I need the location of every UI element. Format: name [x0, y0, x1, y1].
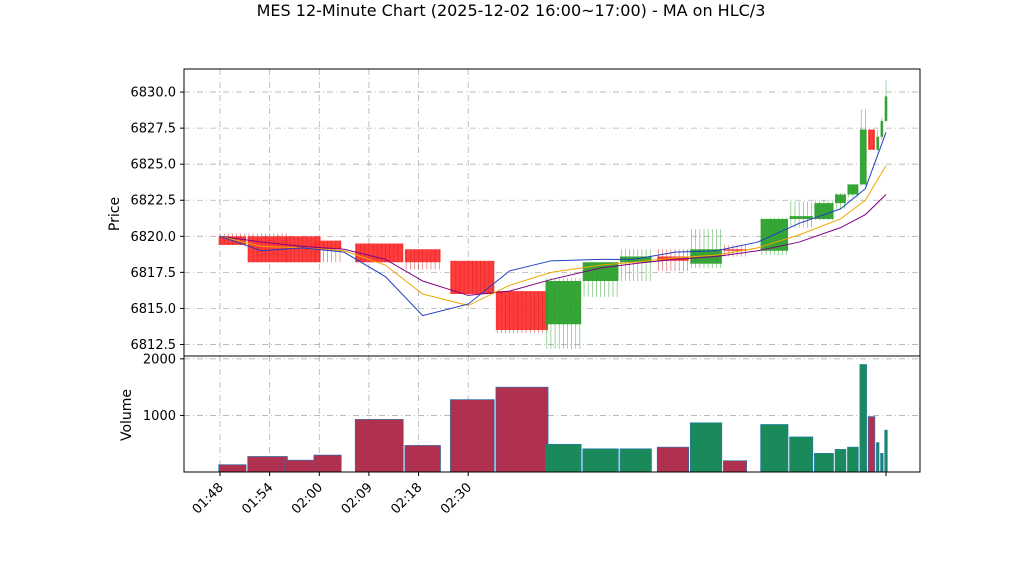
- x-tick-label: 01:54: [239, 480, 276, 517]
- ohlc-body: [657, 256, 689, 261]
- volume-bar: [582, 448, 619, 473]
- volume-bar: [789, 436, 814, 473]
- volume-bar: [876, 442, 880, 473]
- ohlc-body: [723, 249, 747, 251]
- volume-bar: [218, 464, 247, 473]
- volume-bar: [656, 446, 690, 473]
- price-tick-label: 6812.5: [131, 338, 177, 353]
- chart-title: MES 12-Minute Chart (2025-12-02 16:00~17…: [256, 1, 766, 20]
- price-axis-ticks: 6812.5 6815.0 6817.5 6820.0 6822.5 6825.0 6827…: [131, 86, 184, 353]
- moving-average-lines: [219, 132, 887, 317]
- ma-slow-line: [219, 194, 887, 296]
- volume-bar: [545, 443, 582, 473]
- volume-tick-label: 1000: [143, 409, 176, 424]
- ma-fast-line: [219, 132, 887, 317]
- x-tick-label: 02:30: [438, 480, 475, 517]
- volume-bar: [313, 454, 342, 473]
- volume-bar: [847, 446, 859, 473]
- ohlc-body: [859, 129, 867, 185]
- x-tick-label: 01:48: [190, 480, 227, 517]
- x-tick-label: 02:18: [388, 480, 425, 517]
- volume-bar: [814, 453, 834, 473]
- x-tick-label: 02:09: [339, 480, 376, 517]
- price-tick-label: 6822.5: [131, 194, 177, 209]
- price-tick-label: 6825.0: [131, 158, 177, 173]
- ohlc-body: [690, 249, 722, 264]
- ohlc-body: [789, 216, 813, 219]
- volume-bar: [619, 448, 652, 473]
- x-axis-ticks: 01:48 01:54 02:00 02:09 02:18 02:30: [190, 472, 887, 517]
- volume-bar: [689, 422, 723, 473]
- price-axis-label: Price: [107, 197, 123, 231]
- price-tick-label: 6815.0: [131, 302, 177, 317]
- volume-bar: [867, 416, 876, 473]
- ohlc-body: [868, 129, 875, 150]
- price-tick-label: 6830.0: [131, 86, 177, 101]
- volume-bar: [859, 364, 867, 473]
- volume-axis-label: Volume: [119, 389, 135, 441]
- price-tick-label: 6820.0: [131, 230, 177, 245]
- price-tick-label: 6827.5: [131, 122, 177, 137]
- price-grid: [184, 69, 920, 356]
- volume-bar: [354, 419, 404, 473]
- volume-axis-ticks: 1000 2000: [143, 352, 184, 424]
- volume-bar: [760, 424, 789, 473]
- price-tick-label: 6817.5: [131, 266, 177, 281]
- ohlc-body: [355, 243, 404, 263]
- volume-bar: [247, 456, 288, 473]
- volume-bar: [880, 453, 884, 473]
- volume-tick-label: 2000: [143, 352, 176, 367]
- volume-bar: [834, 449, 847, 473]
- volume-bar: [884, 429, 888, 473]
- volume-bars: [218, 364, 888, 473]
- volume-axes-frame: [183, 355, 921, 473]
- price-bars: [218, 80, 888, 349]
- volume-bar: [450, 399, 495, 473]
- volume-bar: [404, 445, 441, 473]
- volume-bar: [723, 460, 747, 473]
- x-tick-label: 02:00: [289, 480, 326, 517]
- ma-mid-line: [219, 165, 887, 307]
- volume-bar: [495, 386, 549, 473]
